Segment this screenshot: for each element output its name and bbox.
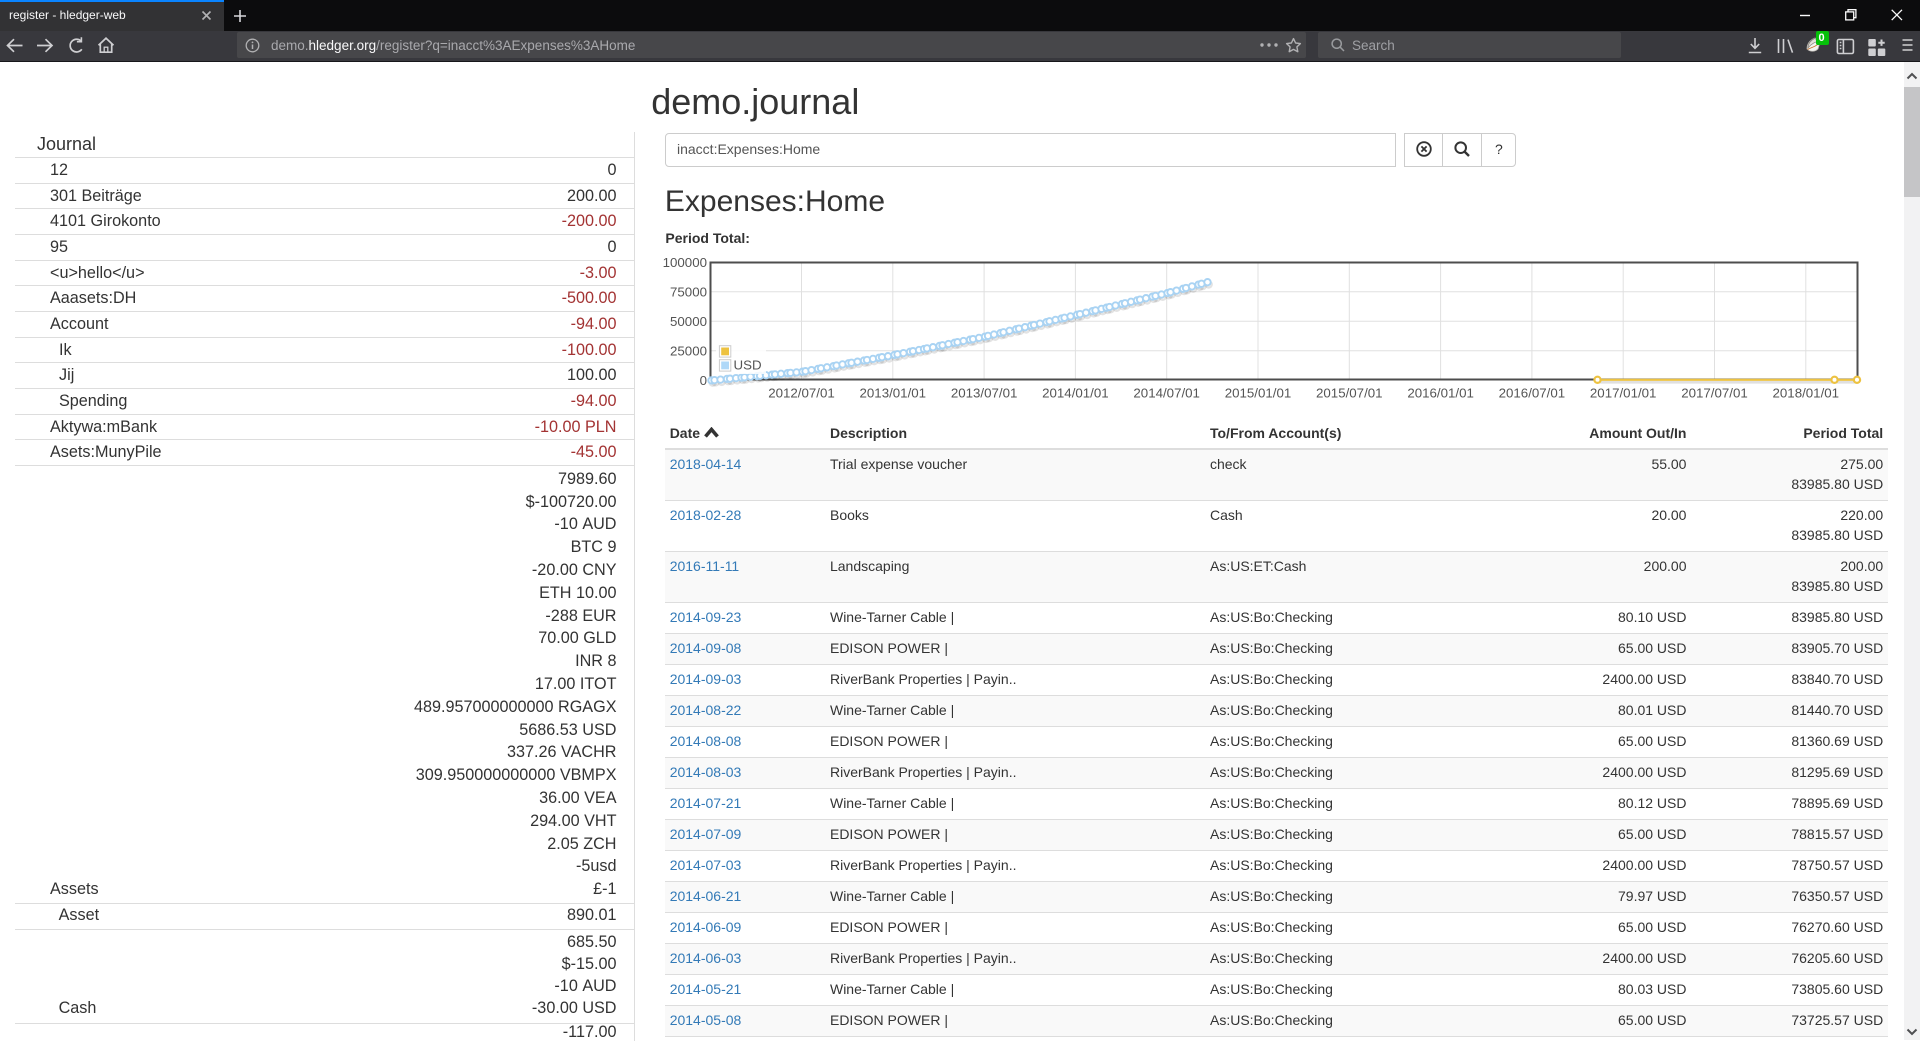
svg-text:2016/01/01: 2016/01/01	[1407, 385, 1474, 400]
svg-text:2017/07/01: 2017/07/01	[1681, 385, 1748, 400]
svg-text:2015/07/01: 2015/07/01	[1316, 385, 1383, 400]
svg-text:50000: 50000	[670, 314, 707, 329]
svg-text:USD: USD	[734, 357, 762, 372]
svg-text:2015/01/01: 2015/01/01	[1225, 385, 1292, 400]
svg-text:2018/01/01: 2018/01/01	[1773, 385, 1840, 400]
svg-text:2012/07/01: 2012/07/01	[768, 385, 835, 400]
svg-text:2013/01/01: 2013/01/01	[860, 385, 927, 400]
svg-text:100000: 100000	[663, 255, 707, 270]
svg-text:2013/07/01: 2013/07/01	[951, 385, 1018, 400]
svg-text:2016/07/01: 2016/07/01	[1499, 385, 1566, 400]
svg-text:0: 0	[700, 373, 707, 388]
svg-text:2014/01/01: 2014/01/01	[1042, 385, 1109, 400]
svg-text:2014/07/01: 2014/07/01	[1133, 385, 1200, 400]
svg-text:25000: 25000	[670, 343, 707, 358]
svg-text:2017/01/01: 2017/01/01	[1590, 385, 1657, 400]
svg-text:75000: 75000	[670, 284, 707, 299]
